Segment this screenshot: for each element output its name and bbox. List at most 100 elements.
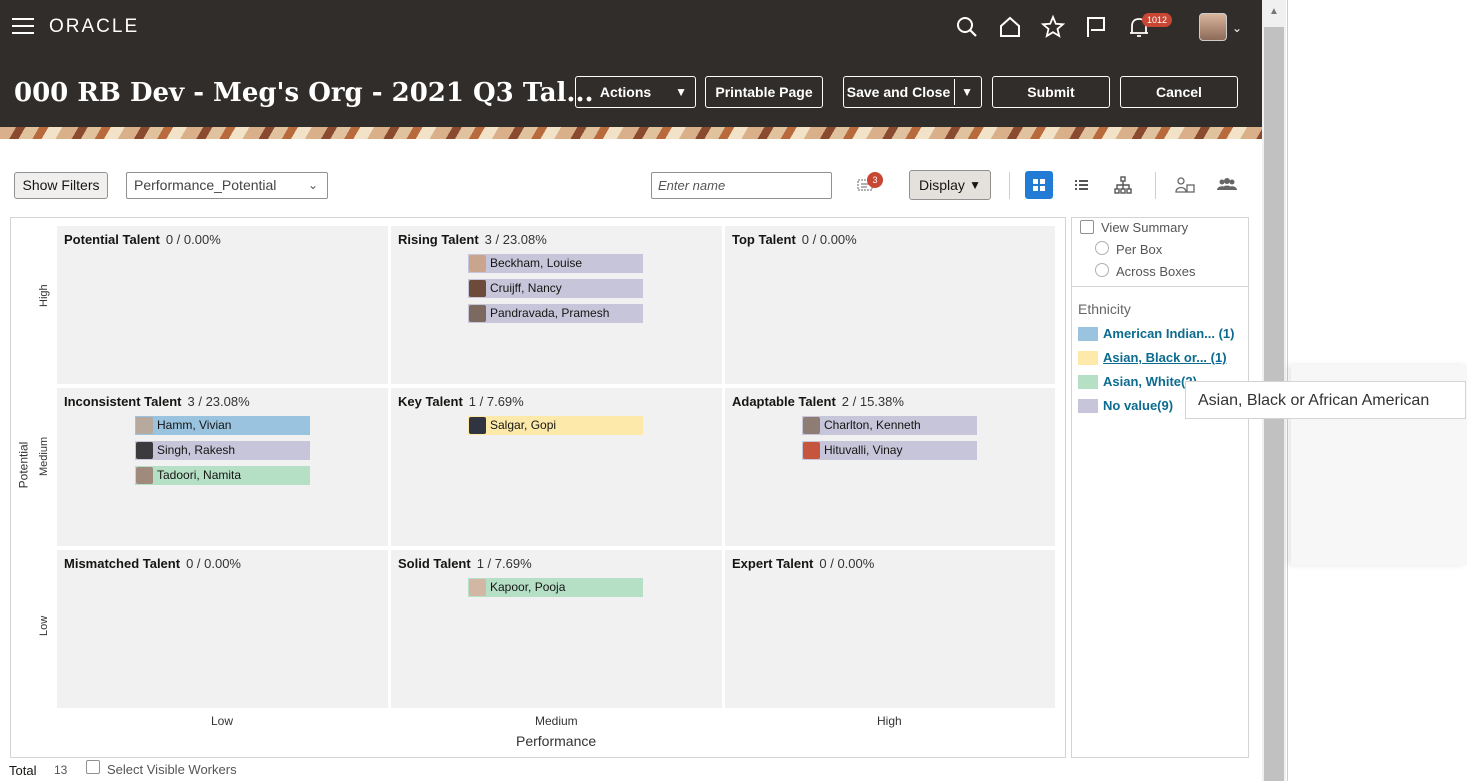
worker-photo	[469, 255, 486, 272]
box-expert-talent[interactable]: Expert Talent 0 / 0.00%	[725, 550, 1055, 708]
show-filters-button[interactable]: Show Filters	[14, 172, 108, 199]
box-title: Rising Talent	[398, 232, 479, 247]
legend-item-no-value[interactable]: No value(9)	[1103, 398, 1174, 413]
display-label: Display	[919, 177, 965, 193]
legend-swatch	[1078, 375, 1098, 389]
actions-button-label: Actions	[599, 84, 652, 100]
worker-card[interactable]: Charlton, Kenneth	[802, 416, 977, 435]
worker-photo	[469, 280, 486, 297]
legend-title: Ethnicity	[1078, 301, 1131, 317]
worker-card[interactable]: Cruijff, Nancy	[468, 279, 643, 298]
decorative-banner-pattern	[0, 127, 1262, 139]
display-caret-down-icon: ▼	[969, 178, 981, 192]
legend-item-asian-white[interactable]: Asian, White(2)	[1103, 374, 1197, 389]
box-stat: 0 / 0.00%	[186, 556, 241, 571]
box-title: Adaptable Talent	[732, 394, 836, 409]
y-tick-high: High	[38, 284, 50, 307]
box-title: Potential Talent	[64, 232, 160, 247]
submit-button[interactable]: Submit	[992, 76, 1110, 108]
nine-box-grid	[10, 217, 1066, 758]
home-icon[interactable]	[997, 14, 1023, 40]
summary-side-panel	[1071, 217, 1249, 758]
grid-type-value: Performance_Potential	[134, 177, 277, 193]
menu-icon[interactable]	[12, 18, 34, 36]
box-stat: 2 / 15.38%	[841, 394, 904, 409]
printable-page-button[interactable]: Printable Page	[705, 76, 823, 108]
x-axis-label: Performance	[516, 733, 597, 749]
worker-compare-icon[interactable]	[1171, 171, 1199, 199]
cancel-button[interactable]: Cancel	[1120, 76, 1238, 108]
box-key-talent[interactable]: Key Talent 1 / 7.69% Salgar, Gopi	[391, 388, 722, 546]
box-inconsistent-talent[interactable]: Inconsistent Talent 3 / 23.08% Hamm, Vivi…	[57, 388, 388, 546]
box-solid-talent[interactable]: Solid Talent 1 / 7.69% Kapoor, Pooja	[391, 550, 722, 708]
worker-card[interactable]: Singh, Rakesh	[135, 441, 310, 460]
worker-card[interactable]: Kapoor, Pooja	[468, 578, 643, 597]
worker-photo	[136, 417, 153, 434]
box-stat: 0 / 0.00%	[801, 232, 857, 247]
favorites-star-icon[interactable]	[1040, 14, 1066, 40]
box-stat: 1 / 7.69%	[468, 394, 524, 409]
oracle-logo[interactable]: ORACLE	[49, 16, 140, 37]
save-and-close-button[interactable]: Save and Close ▼	[843, 76, 982, 108]
box-title: Solid Talent	[398, 556, 471, 571]
page-title: 000 RB Dev - Meg's Org - 2021 Q3 Tal...	[14, 78, 594, 108]
box-stat: 1 / 7.69%	[476, 556, 532, 571]
y-tick-low: Low	[38, 615, 50, 636]
legend-item-asian-black[interactable]: Asian, Black or... (1)	[1103, 350, 1227, 365]
box-stat: 0 / 0.00%	[819, 556, 875, 571]
x-tick-low: Low	[211, 714, 234, 728]
box-title: Mismatched Talent	[64, 556, 181, 571]
across-boxes-radio[interactable]	[1095, 263, 1109, 277]
user-avatar[interactable]	[1199, 13, 1227, 41]
legend-swatch	[1078, 399, 1098, 413]
box-rising-talent[interactable]: Rising Talent 3 / 23.08% Beckham, Louise …	[391, 226, 722, 384]
save-options-caret-down-icon[interactable]: ▼	[961, 85, 973, 99]
worker-photo	[136, 467, 153, 484]
worker-card[interactable]: Hituvalli, Vinay	[802, 441, 977, 460]
legend-swatch	[1078, 327, 1098, 341]
actions-button[interactable]: Actions ▼	[575, 76, 696, 108]
legend-swatch	[1078, 351, 1098, 365]
legend-item-american-indian[interactable]: American Indian... (1)	[1103, 326, 1235, 341]
list-view-icon[interactable]	[1067, 171, 1095, 199]
display-menu-button[interactable]: Display ▼	[909, 170, 991, 200]
global-header	[0, 0, 1262, 57]
box-top-talent[interactable]: Top Talent 0 / 0.00%	[725, 226, 1055, 384]
view-summary-label: View Summary	[1101, 220, 1189, 235]
y-axis-label: Potential	[16, 441, 31, 489]
worker-card[interactable]: Hamm, Vivian	[135, 416, 310, 435]
worker-photo	[136, 442, 153, 459]
search-icon[interactable]	[954, 14, 980, 40]
box-mismatched-talent[interactable]: Mismatched Talent 0 / 0.00%	[57, 550, 388, 708]
worker-photo	[803, 417, 820, 434]
box-title: Expert Talent	[732, 556, 814, 571]
filter-count-badge: 3	[867, 172, 883, 188]
worker-card[interactable]: Salgar, Gopi	[468, 416, 643, 435]
grid-view-icon[interactable]	[1025, 171, 1053, 199]
watchlist-flag-icon[interactable]	[1083, 14, 1109, 40]
box-adaptable-talent[interactable]: Adaptable Talent 2 / 15.38% Charlton, Ken…	[725, 388, 1055, 546]
hierarchy-view-icon[interactable]	[1109, 171, 1137, 199]
legend-tooltip: Asian, Black or African American	[1185, 381, 1466, 419]
user-menu-chevron-down-icon[interactable]: ⌄	[1232, 21, 1243, 35]
box-title: Inconsistent Talent	[64, 394, 182, 409]
team-icon[interactable]	[1213, 171, 1241, 199]
per-box-label: Per Box	[1116, 242, 1163, 257]
y-tick-medium: Medium	[38, 436, 50, 476]
search-name-input[interactable]	[651, 172, 832, 199]
scroll-up-arrow-icon[interactable]: ▲	[1269, 6, 1279, 17]
select-visible-workers-checkbox[interactable]	[86, 760, 100, 774]
x-tick-high: High	[877, 714, 902, 728]
worker-card[interactable]: Beckham, Louise	[468, 254, 643, 273]
box-stat: 3 / 23.08%	[187, 394, 250, 409]
save-and-close-label: Save and Close	[846, 84, 951, 100]
view-summary-checkbox[interactable]	[1080, 220, 1094, 234]
per-box-radio[interactable]	[1095, 241, 1109, 255]
worker-card[interactable]: Tadoori, Namita	[135, 466, 310, 485]
across-boxes-label: Across Boxes	[1116, 264, 1196, 279]
worker-card[interactable]: Pandravada, Pramesh	[468, 304, 643, 323]
box-title: Key Talent	[398, 394, 463, 409]
box-potential-talent[interactable]: Potential Talent 0 / 0.00%	[57, 226, 388, 384]
box-title: Top Talent	[732, 232, 796, 247]
grid-type-select[interactable]: Performance_Potential ⌄	[126, 172, 328, 199]
